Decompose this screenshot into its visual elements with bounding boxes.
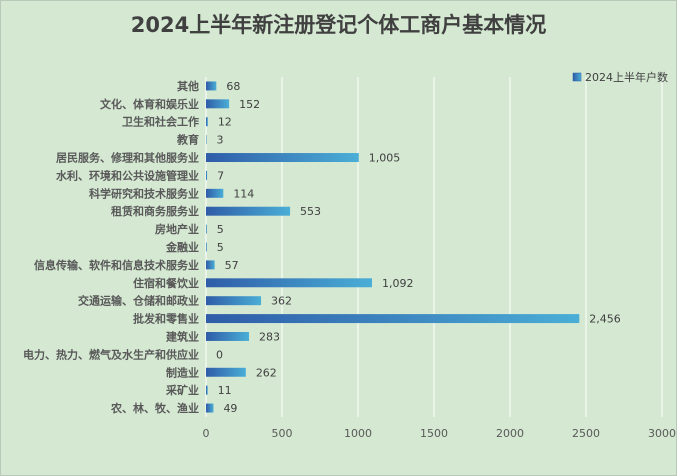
bar bbox=[206, 385, 208, 395]
bar bbox=[206, 314, 580, 324]
category-label: 批发和零售业 bbox=[133, 312, 199, 326]
category-label: 信息传输、软件和信息技术服务业 bbox=[34, 258, 199, 272]
category-label: 居民服务、修理和其他服务业 bbox=[56, 151, 199, 165]
category-label: 采矿业 bbox=[165, 383, 199, 397]
x-tick-label: 2500 bbox=[572, 427, 600, 440]
category-label: 教育 bbox=[176, 133, 199, 147]
data-label: 11 bbox=[218, 384, 232, 397]
category-label: 其他 bbox=[177, 79, 199, 93]
data-label: 7 bbox=[217, 169, 224, 182]
bar bbox=[206, 260, 215, 270]
category-label: 制造业 bbox=[166, 365, 199, 379]
category-label: 建筑业 bbox=[166, 329, 199, 343]
category-label: 租赁和商务服务业 bbox=[111, 204, 199, 218]
x-tick-label: 3000 bbox=[648, 427, 676, 440]
data-label: 1,092 bbox=[382, 277, 414, 290]
data-label: 283 bbox=[259, 330, 280, 343]
category-label: 交通运输、仓储和邮政业 bbox=[78, 294, 199, 308]
data-label: 49 bbox=[223, 402, 237, 415]
bar bbox=[206, 206, 291, 216]
category-label: 房地产业 bbox=[155, 222, 199, 236]
x-tick-label: 500 bbox=[272, 427, 293, 440]
bar bbox=[206, 99, 230, 109]
data-label: 57 bbox=[225, 259, 239, 272]
category-label: 电力、热力、燃气及水生产和供应业 bbox=[23, 347, 199, 361]
data-label: 152 bbox=[239, 98, 260, 111]
bar bbox=[206, 296, 262, 306]
category-label: 文化、体育和娱乐业 bbox=[100, 97, 199, 111]
chart-title: 2024上半年新注册登记个体工商户基本情况 bbox=[130, 13, 547, 37]
category-label: 金融业 bbox=[165, 240, 199, 254]
category-label: 住宿和餐饮业 bbox=[133, 276, 199, 290]
category-label: 农、林、牧、渔业 bbox=[110, 401, 199, 415]
data-label: 3 bbox=[216, 134, 223, 147]
bar bbox=[206, 81, 217, 91]
x-tick-label: 0 bbox=[203, 427, 210, 440]
x-tick-label: 1500 bbox=[420, 427, 448, 440]
bar bbox=[206, 278, 372, 288]
bar bbox=[206, 242, 207, 252]
data-label: 5 bbox=[217, 223, 224, 236]
data-label: 2,456 bbox=[589, 313, 621, 326]
data-label: 12 bbox=[218, 116, 232, 129]
bar bbox=[206, 224, 207, 234]
bar bbox=[206, 367, 246, 377]
data-label: 5 bbox=[217, 241, 224, 254]
data-label: 68 bbox=[226, 80, 240, 93]
legend-swatch bbox=[572, 72, 582, 82]
data-label: 0 bbox=[216, 348, 223, 361]
category-label: 卫生和社会工作 bbox=[122, 115, 199, 129]
category-label: 水利、环境和公共设施管理业 bbox=[56, 168, 199, 182]
data-label: 114 bbox=[233, 187, 254, 200]
x-tick-label: 2000 bbox=[496, 427, 524, 440]
data-label: 1,005 bbox=[369, 152, 401, 165]
data-label: 262 bbox=[256, 366, 277, 379]
category-label: 科学研究和技术服务业 bbox=[89, 186, 199, 200]
bar bbox=[206, 188, 224, 198]
data-label: 553 bbox=[300, 205, 321, 218]
bar bbox=[206, 153, 359, 162]
bar bbox=[206, 117, 208, 127]
x-tick-label: 1000 bbox=[344, 427, 372, 440]
bar bbox=[206, 170, 208, 180]
bar bbox=[206, 403, 214, 413]
data-label: 362 bbox=[271, 295, 292, 308]
legend-label: 2024上半年户数 bbox=[585, 70, 668, 84]
bar bbox=[206, 332, 250, 341]
